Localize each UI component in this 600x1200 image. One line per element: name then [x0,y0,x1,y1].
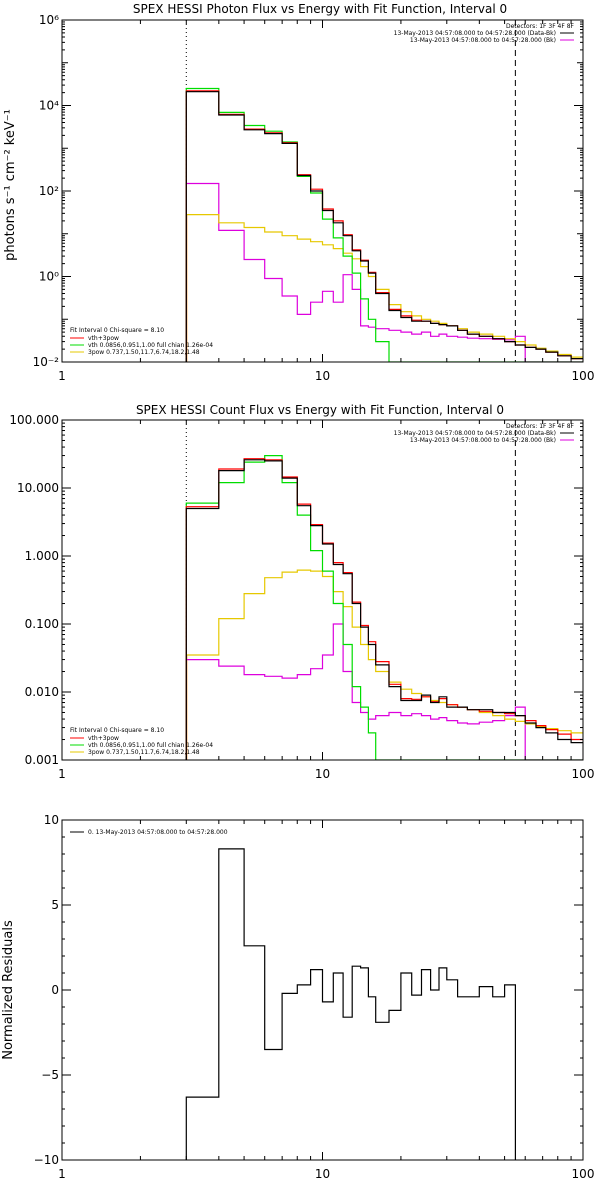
residuals-ylabel: Normalized Residuals [1,920,16,1060]
residuals-panel: Normalized Residuals 0. 13-May-2013 04:5… [1,813,594,1181]
xtick-label-2-1: 10 [315,1167,330,1181]
residuals-legend: 0. 13-May-2013 04:57:08.000 to 04:57:28.… [88,829,228,836]
count-legend-fit: Fit Interval 0 Chi-square = 8.10 [70,727,164,734]
count-flux-title: SPEX HESSI Count Flux vs Energy with Fit… [136,403,504,417]
xtick-label-0-2: 100 [572,369,595,383]
ytick-label-0-2: 10² [39,184,59,198]
photon-legend-data-bk: 13-May-2013 04:57:08.000 to 04:57:28.000… [394,30,556,37]
xtick-label-1-0: 1 [58,767,66,781]
ytick-label-1-4: 10.000 [17,481,59,495]
ytick-label-1-0: 0.001 [25,753,59,767]
count-legend-vth: vth 0.0856,0.951,1.00 full chian 1.26e-0… [88,742,213,749]
ytick-label-0-1: 10⁰ [39,270,59,284]
xtick-label-0-1: 10 [315,369,330,383]
series-1-vth [185,455,583,760]
xtick-label-1-1: 10 [315,767,330,781]
plot-area-1 [185,420,583,760]
xtick-label-2-0: 1 [58,1167,66,1181]
xtick-label-0-0: 1 [58,369,66,383]
ytick-label-0-0: 10⁻² [33,355,60,369]
plot-area-2 [185,848,516,1160]
photon-legend-detectors: Detectors: 1F 3F 4F 8F [506,23,575,30]
axes-frame-1 [61,419,584,761]
series-0-vth [185,87,583,362]
xtick-label-1-2: 100 [572,767,595,781]
ytick-label-1-3: 1.000 [25,549,59,563]
ytick-label-0-3: 10⁴ [39,99,59,113]
count-legend-data-bk: 13-May-2013 04:57:08.000 to 04:57:28.000… [394,430,556,437]
ytick-label-2-4: 10 [44,813,59,827]
ytick-label-1-5: 100.000 [9,413,59,427]
series-0-data-bk [185,91,583,362]
ytick-label-2-0: −10 [34,1153,59,1167]
photon-flux-panel: SPEX HESSI Photon Flux vs Energy with Fi… [3,2,594,383]
series-0-3pow [185,214,583,362]
count-legend-detectors: Detectors: 1F 3F 4F 8F [506,423,575,430]
photon-flux-title: SPEX HESSI Photon Flux vs Energy with Fi… [133,2,507,16]
photon-legend-bk: 13-May-2013 04:57:08.000 to 04:57:28.000… [410,37,556,44]
ytick-label-2-2: 0 [51,983,59,997]
ytick-label-1-2: 0.100 [25,617,59,631]
series-1-data-bk [185,459,583,760]
ytick-label-2-1: −5 [41,1068,59,1082]
plot-area-0 [185,20,583,362]
count-legend-3pow: 3pow 0.737,1.50,11.7,6.74,18.2,1.48 [88,749,200,756]
series-1-bk [185,623,583,760]
photon-flux-ylabel: photons s⁻¹ cm⁻² keV⁻¹ [3,109,18,261]
xtick-label-2-2: 100 [572,1167,595,1181]
ytick-label-0-4: 10⁶ [39,13,59,27]
series-1-vth-3pow [185,458,583,760]
photon-legend-fit: Fit Interval 0 Chi-square = 8.10 [70,327,164,334]
count-flux-panel: SPEX HESSI Count Flux vs Energy with Fit… [9,403,594,781]
series-1-3pow [185,569,583,760]
series-0-bk [185,182,583,362]
photon-legend-3pow: 3pow 0.737,1.50,11.7,6.74,18.2,1.48 [88,349,200,356]
photon-legend-vth: vth 0.0856,0.951,1.00 full chian 1.26e-0… [88,342,213,349]
ytick-label-2-3: 5 [51,898,59,912]
ytick-label-1-1: 0.010 [25,685,59,699]
count-legend-vth3pow: vth+3pow [88,735,119,742]
photon-legend-vth3pow: vth+3pow [88,335,119,342]
count-legend-bk: 13-May-2013 04:57:08.000 to 04:57:28.000… [410,437,556,444]
series-2-0-13-may-2013-04-57-08-000-to-04-57-28-000 [185,848,516,1160]
